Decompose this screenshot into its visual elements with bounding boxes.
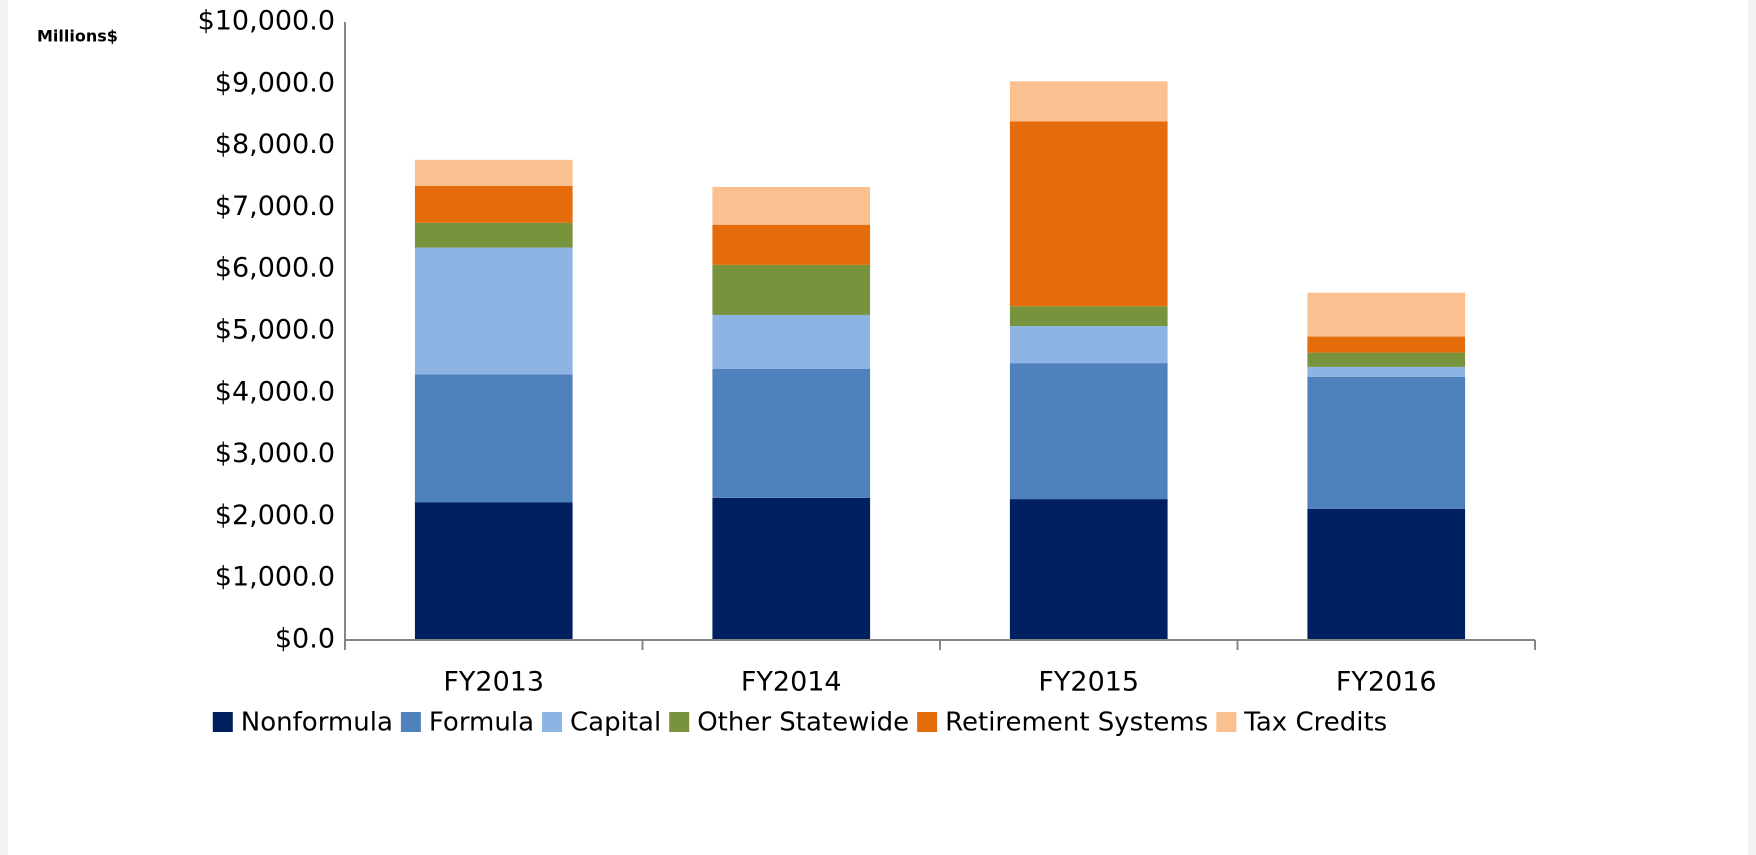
bar-segment	[1009, 363, 1168, 500]
bar-segment	[712, 224, 871, 265]
bar-segment	[1307, 336, 1466, 353]
x-tick-label: FY2015	[1038, 667, 1139, 698]
bar-segment	[1307, 508, 1466, 640]
y-tick-label: $10,000.0	[198, 6, 335, 37]
bar-segment	[1009, 81, 1168, 122]
bar-segment	[712, 368, 871, 498]
y-tick-label: $5,000.0	[215, 315, 335, 346]
bar-segment	[1307, 292, 1466, 337]
bar-segment	[1009, 499, 1168, 640]
y-tick-label: $9,000.0	[215, 67, 335, 98]
bar-segment	[712, 187, 871, 225]
bar-segment	[414, 185, 573, 223]
legend-label: Formula	[429, 708, 534, 738]
legend-swatch	[542, 712, 563, 732]
x-tick-label: FY2016	[1336, 667, 1437, 698]
y-axis-label: Millions$	[37, 27, 118, 46]
legend-label: Other Statewide	[697, 708, 909, 738]
bar-segment	[1009, 326, 1168, 364]
bar-segment	[712, 264, 871, 315]
y-tick-label: $4,000.0	[215, 376, 335, 407]
y-tick-label: $2,000.0	[215, 500, 335, 531]
y-tick-label: $8,000.0	[215, 129, 335, 160]
bar-segment	[414, 247, 573, 375]
y-tick-label: $3,000.0	[215, 438, 335, 469]
legend-label: Nonformula	[241, 708, 393, 738]
y-tick-label: $7,000.0	[215, 191, 335, 222]
legend-swatch	[212, 712, 233, 732]
x-tick-label: FY2013	[443, 667, 544, 698]
bar-segment	[1307, 376, 1466, 509]
legend-swatch	[669, 712, 690, 732]
legend-swatch	[400, 712, 421, 732]
bar-segment	[1307, 352, 1466, 367]
legend-label: Retirement Systems	[945, 708, 1208, 738]
y-tick-label: $6,000.0	[215, 253, 335, 284]
bar-segment	[414, 222, 573, 248]
y-tick-label: $1,000.0	[215, 562, 335, 593]
bar-segment	[414, 159, 573, 186]
bar-segment	[712, 497, 871, 640]
y-tick-label: $0.0	[275, 624, 335, 655]
bar-segment	[1009, 306, 1168, 327]
bar-segment	[712, 314, 871, 369]
bar-segment	[1307, 366, 1466, 377]
x-tick-label: FY2014	[741, 667, 842, 698]
bar-segment	[414, 502, 573, 640]
bar-segment	[1009, 121, 1168, 307]
legend-swatch	[1216, 712, 1237, 732]
legend-label: Capital	[570, 708, 661, 738]
legend-swatch	[917, 712, 938, 732]
legend-label: Tax Credits	[1243, 708, 1387, 738]
bar-segment	[414, 374, 573, 503]
